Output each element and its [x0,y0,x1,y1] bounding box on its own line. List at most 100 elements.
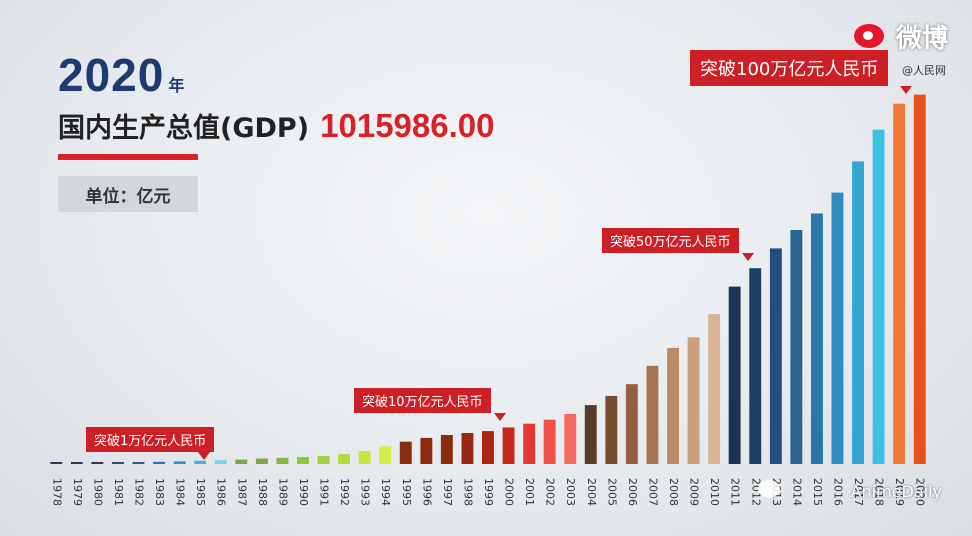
tick-label-2017: 2017 [852,478,865,506]
callout-1-text: 突破1万亿元人民币 [94,434,207,449]
callout-tail [900,86,912,94]
bar-2007 [646,365,659,464]
bars-group [50,94,926,464]
tick-label-1980: 1980 [91,478,104,506]
tick-label-1983: 1983 [153,478,166,506]
bar-1986 [214,460,227,464]
wechat-icon [758,480,780,498]
tick-label-2006: 2006 [626,478,639,506]
bar-2014 [790,230,803,464]
bar-2001 [523,423,536,464]
bar-2009 [687,337,700,464]
bar-1983 [153,461,165,464]
bar-1984 [173,461,186,464]
tick-label-2007: 2007 [647,478,660,506]
unit-label: 单位：亿元 [85,186,171,207]
bar-1995 [399,441,412,464]
bar-1996 [420,437,433,464]
callout-tail [494,413,506,421]
tick-label-1988: 1988 [256,478,269,506]
bar-1999 [482,431,494,464]
bar-2005 [605,395,618,464]
tick-label-1987: 1987 [235,478,248,506]
bar-2011 [728,286,741,464]
bar-1982 [132,462,145,464]
unit-box: 单位：亿元 [58,176,198,212]
callout-50-text: 突破50万亿元人民币 [610,235,731,250]
bar-2002 [543,419,556,464]
callout-10-trillion: 突破10万亿元人民币 [354,388,506,421]
tick-label-1984: 1984 [174,478,187,506]
gdp-label: 国内生产总值(GDP) [58,113,310,144]
bar-2015 [811,213,823,464]
bar-1981 [112,462,124,464]
tick-label-1999: 1999 [482,478,495,506]
bar-2013 [769,248,782,464]
tick-label-1979: 1979 [71,478,84,506]
bar-2008 [667,347,679,464]
callout-100-trillion: 突破100万亿元人民币 [690,50,912,94]
bar-1994 [379,446,392,464]
tick-label-1985: 1985 [194,478,207,506]
tick-label-1982: 1982 [133,478,146,506]
year-heading: 2020 年 [58,48,184,102]
callout-tail [742,253,754,261]
tick-label-1994: 1994 [379,478,392,506]
tick-label-1978: 1978 [50,478,63,506]
bar-1998 [461,433,474,464]
bar-1978 [50,462,63,464]
bar-2003 [564,414,577,464]
bar-1987 [235,459,248,464]
x-tick-labels: 1978 1979 1980 1981 1982 1983 1984 1985 1986 1987… [50,478,926,506]
bar-2006 [625,384,638,464]
bar-1980 [91,462,104,464]
weibo-logo-icon [854,24,884,48]
tick-label-1989: 1989 [276,478,289,506]
year-unit: 年 [168,76,185,95]
tick-label-2002: 2002 [544,478,557,506]
tick-label-1981: 1981 [112,478,125,506]
rmw-watermark: @人民网 [902,64,946,77]
bar-1990 [297,457,309,464]
callout-1-trillion: 突破1万亿元人民币 [86,427,215,460]
bar-1993 [358,451,371,464]
tick-label-2014: 2014 [790,478,803,506]
tick-label-2020: 2020 [914,478,927,506]
bar-2000 [502,427,515,464]
gdp-row: 国内生产总值(GDP) 1015986.00 [58,106,495,145]
tick-label-2010: 2010 [708,478,721,506]
callout-10-text: 突破10万亿元人民币 [362,395,483,410]
tick-label-2003: 2003 [564,478,577,506]
bar-2010 [708,314,721,464]
bar-1985 [194,460,207,464]
bar-1997 [440,435,453,464]
tick-label-1991: 1991 [318,478,331,506]
tick-label-2019: 2019 [893,478,906,506]
accent-divider [58,154,198,160]
bar-1991 [317,456,330,464]
tick-label-1995: 1995 [400,478,413,506]
tick-label-1998: 1998 [461,478,474,506]
callout-100-text: 突破100万亿元人民币 [700,59,879,80]
bar-2018 [872,129,885,464]
bar-2017 [852,161,864,464]
bar-1992 [338,454,350,464]
bar-2020 [913,94,926,464]
bar-1988 [255,458,268,464]
tick-label-2009: 2009 [688,478,701,506]
callout-50-trillion: 突破50万亿元人民币 [602,228,754,261]
tick-label-2018: 2018 [873,478,886,506]
tick-label-1993: 1993 [359,478,372,506]
callout-tail [198,452,210,460]
bar-2012 [749,268,762,464]
year-value: 2020 [58,49,165,101]
tick-label-2011: 2011 [729,478,742,506]
tick-label-2016: 2016 [832,478,845,506]
tick-label-2015: 2015 [811,478,824,506]
bar-1979 [70,462,83,464]
daily-watermark: AnimeDaily [850,482,942,501]
tick-label-1996: 1996 [420,478,433,506]
tick-label-1997: 1997 [441,478,454,506]
bar-2016 [831,192,844,464]
tick-label-1990: 1990 [297,478,310,506]
